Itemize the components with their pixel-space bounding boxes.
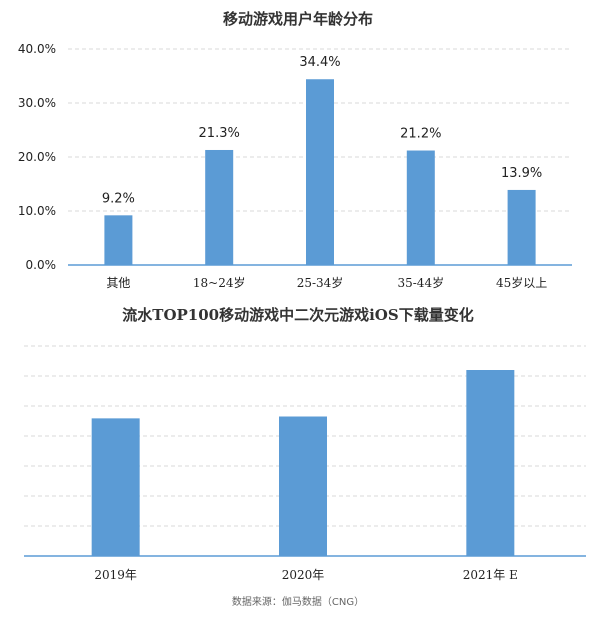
chart2-bar [279,416,327,556]
chart2-x-tick-label: 2020年 [282,568,325,582]
chart1-y-tick-label: 40.0% [18,42,56,56]
chart1-data-labels: 9.2% 21.3% 34.4% 21.2% 13.9% [102,55,542,206]
chart1-x-axis: 其他 18~24岁 25-34岁 35-44岁 45岁以上 [106,275,547,290]
chart1-bar [406,150,435,265]
chart1-x-tick-label: 其他 [106,276,130,290]
chart1-y-tick-label: 0.0% [26,258,57,272]
chart1-x-tick-label: 25-34岁 [297,275,344,290]
chart1-data-label: 9.2% [102,191,135,206]
chart2-title: 流水TOP100移动游戏中二次元游戏iOS下载量变化 [122,306,473,324]
chart2-bar [91,418,140,556]
chart1-data-label: 34.4% [299,55,340,70]
chart1-title: 移动游戏用户年龄分布 [223,10,373,28]
chart2-bar [466,370,515,556]
chart-age-distribution: 移动游戏用户年龄分布 0.0% 10.0% 20.0% 30.0% 40.0% 9.2%… [18,10,572,290]
chart2-x-tick-label: 2021年 E [463,568,518,582]
chart1-bar [205,149,234,265]
chart2-x-axis: 2019年 2020年 2021年 E [94,568,518,582]
chart2-bars [91,370,515,556]
chart2-x-tick-label: 2019年 [94,568,137,582]
chart1-bar [104,215,133,265]
chart1-data-label: 21.2% [400,127,441,142]
chart1-y-tick-label: 20.0% [18,150,56,164]
chart1-bars [104,79,536,266]
chart1-y-tick-label: 30.0% [18,96,56,110]
chart1-data-label: 13.9% [501,166,542,181]
chart1-y-tick-label: 10.0% [18,204,56,218]
chart1-x-tick-label: 35-44岁 [397,275,444,290]
chart1-x-tick-label: 45岁以上 [496,275,547,290]
chart1-bar [306,79,334,266]
chart1-bar [507,189,536,265]
chart1-x-tick-label: 18~24岁 [193,275,246,290]
source-note: 数据来源：伽马数据（CNG） [232,595,364,608]
chart1-y-axis: 0.0% 10.0% 20.0% 30.0% 40.0% [18,42,56,272]
chart1-data-label: 21.3% [199,126,240,141]
chart-ios-downloads: 流水TOP100移动游戏中二次元游戏iOS下载量变化 2019年 2020年 202… [24,306,586,582]
